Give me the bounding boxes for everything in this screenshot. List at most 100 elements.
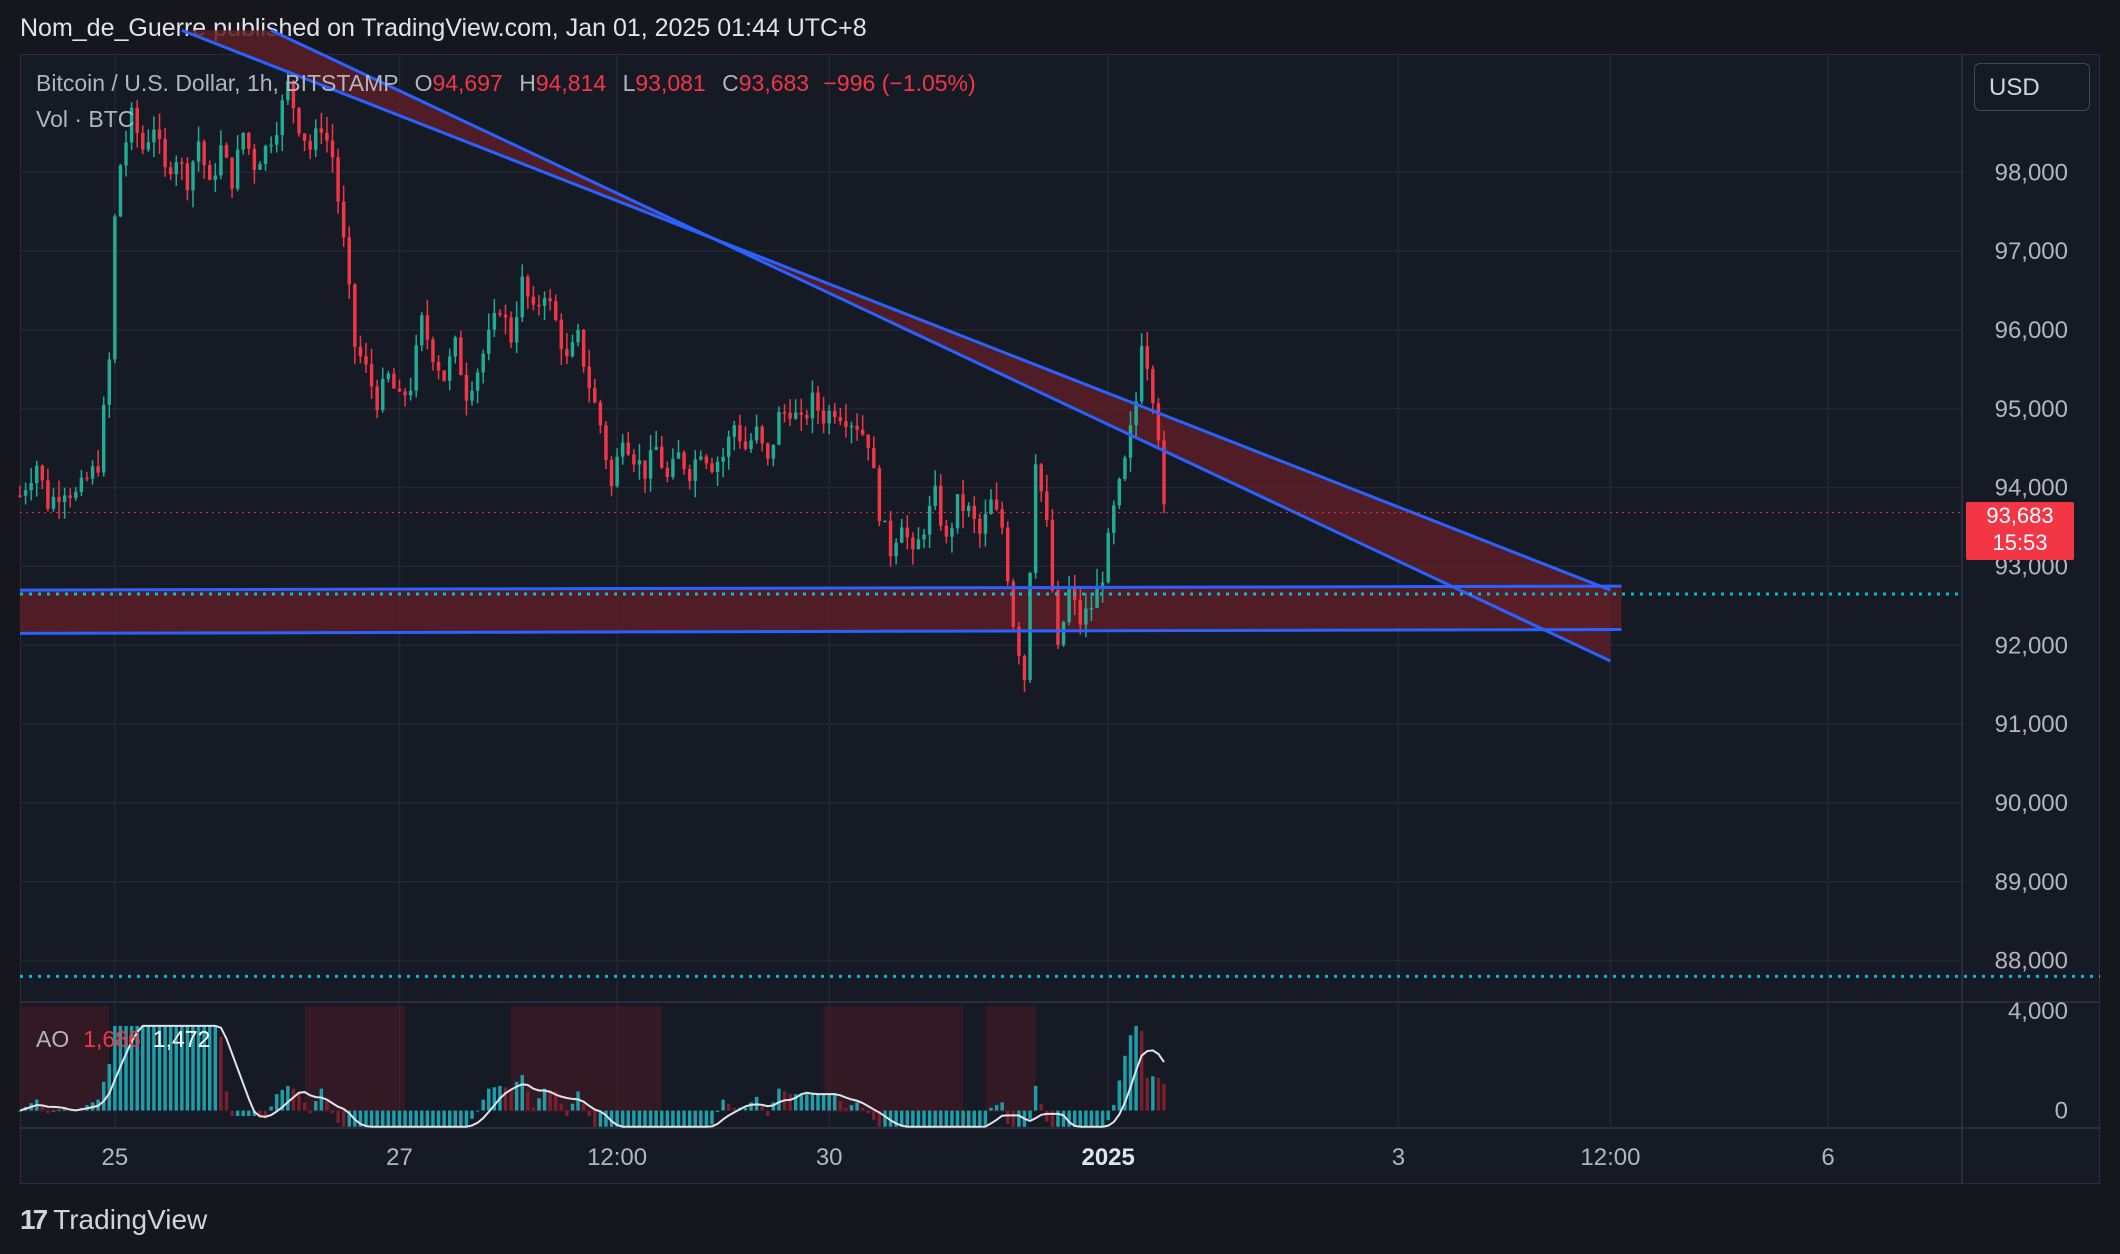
candle-body — [1106, 532, 1110, 583]
ao-bar — [1089, 1110, 1094, 1127]
price-tick-label: 89,000 — [1995, 869, 2068, 896]
candle-body — [241, 132, 245, 150]
ao-bar — [1100, 1110, 1105, 1127]
time-tick-label: 25 — [102, 1144, 129, 1171]
ao-bar — [542, 1088, 547, 1111]
candle-body — [464, 375, 469, 401]
ao-bar — [855, 1102, 859, 1111]
candle-body — [152, 129, 156, 143]
candle-body — [498, 312, 502, 315]
ao-bar — [704, 1110, 709, 1127]
ao-bar — [570, 1103, 575, 1111]
candle-body — [375, 386, 379, 411]
currency-button[interactable]: USD — [1974, 63, 2090, 111]
candle-body — [492, 312, 497, 330]
ao-bar — [224, 1091, 229, 1111]
candle-body — [358, 346, 363, 357]
candle-body — [989, 499, 993, 514]
ao-bar — [866, 1110, 870, 1114]
ao-bar — [877, 1110, 882, 1127]
candle-body — [314, 128, 318, 150]
ao-bar — [442, 1110, 446, 1127]
ao-bar — [710, 1110, 714, 1125]
ao-bar — [325, 1100, 329, 1111]
candle-body — [637, 460, 642, 465]
ao-bar — [1139, 1031, 1144, 1111]
ao-bar — [459, 1110, 463, 1127]
candle-body — [163, 139, 167, 168]
ao-bar — [51, 1110, 56, 1112]
ao-bar — [297, 1091, 301, 1111]
candle-body — [1028, 573, 1032, 681]
candle-body — [1123, 457, 1127, 479]
candle-body — [1006, 527, 1010, 582]
candle-body — [18, 495, 22, 497]
ao-bar — [615, 1110, 619, 1127]
ao-bar — [46, 1110, 50, 1114]
candle-body — [168, 167, 173, 175]
candle-body — [693, 459, 697, 481]
candle-body — [1156, 403, 1161, 441]
ao-bar — [314, 1100, 318, 1111]
ao-bar — [269, 1106, 273, 1111]
ao-bar — [470, 1110, 474, 1119]
candle-body — [620, 442, 625, 457]
symbol-name: Bitcoin / U.S. Dollar, 1h, BITSTAMP — [36, 70, 399, 96]
ao-bar — [682, 1110, 686, 1127]
ao-value-2: 1,472 — [152, 1026, 211, 1052]
open-label: O — [414, 70, 433, 96]
candle-body — [1050, 520, 1055, 591]
ao-bar — [531, 1107, 536, 1111]
candle-body — [141, 132, 145, 150]
ao-bar — [743, 1107, 748, 1111]
ao-bar — [643, 1110, 647, 1127]
ao-bar — [676, 1110, 681, 1127]
ao-bar — [749, 1102, 753, 1111]
ao-bar — [715, 1110, 720, 1112]
candle-body — [79, 477, 84, 492]
ao-bar — [939, 1110, 943, 1127]
ao-bar — [860, 1107, 865, 1111]
candle-body — [916, 539, 921, 550]
support-bottom — [19, 627, 1622, 635]
candle-body — [961, 494, 965, 512]
high-value: 94,814 — [535, 70, 607, 96]
candle-body — [453, 337, 458, 357]
ao-bar — [660, 1110, 664, 1127]
candle-body — [124, 142, 128, 166]
zones — [20, 30, 1622, 662]
ao-bar — [129, 1025, 134, 1111]
candle-body — [90, 466, 95, 479]
ao-bar — [168, 1025, 173, 1111]
ao-bar — [1162, 1083, 1166, 1111]
candle-body — [1151, 368, 1155, 404]
ao-bar — [481, 1099, 485, 1111]
candle-body — [927, 505, 932, 535]
ao-bar — [537, 1098, 541, 1111]
candle-body — [436, 362, 441, 371]
candle-body — [922, 534, 926, 540]
candle-body — [732, 425, 737, 437]
candle-body — [263, 146, 268, 164]
candle-body — [46, 480, 50, 509]
ao-bar — [1117, 1080, 1122, 1111]
ao-bar — [436, 1110, 441, 1127]
candle-body — [760, 426, 764, 444]
tradingview-logo[interactable]: 17 TradingView — [20, 1204, 207, 1236]
ao-bar — [247, 1110, 251, 1117]
ao-bar — [1112, 1105, 1116, 1111]
ao-bar — [40, 1106, 45, 1111]
candle-body — [710, 463, 714, 472]
ao-bar — [1151, 1076, 1155, 1111]
candle-body — [593, 388, 597, 403]
ao-bar — [972, 1110, 976, 1127]
ao-bar — [414, 1110, 418, 1127]
price-tick-label: 91,000 — [1995, 711, 2068, 738]
candle-body — [403, 391, 407, 396]
candle-body — [939, 485, 943, 526]
candle-body — [442, 370, 446, 381]
ao-bar — [760, 1106, 764, 1111]
candle-body — [85, 477, 89, 480]
candle-body — [51, 496, 56, 509]
